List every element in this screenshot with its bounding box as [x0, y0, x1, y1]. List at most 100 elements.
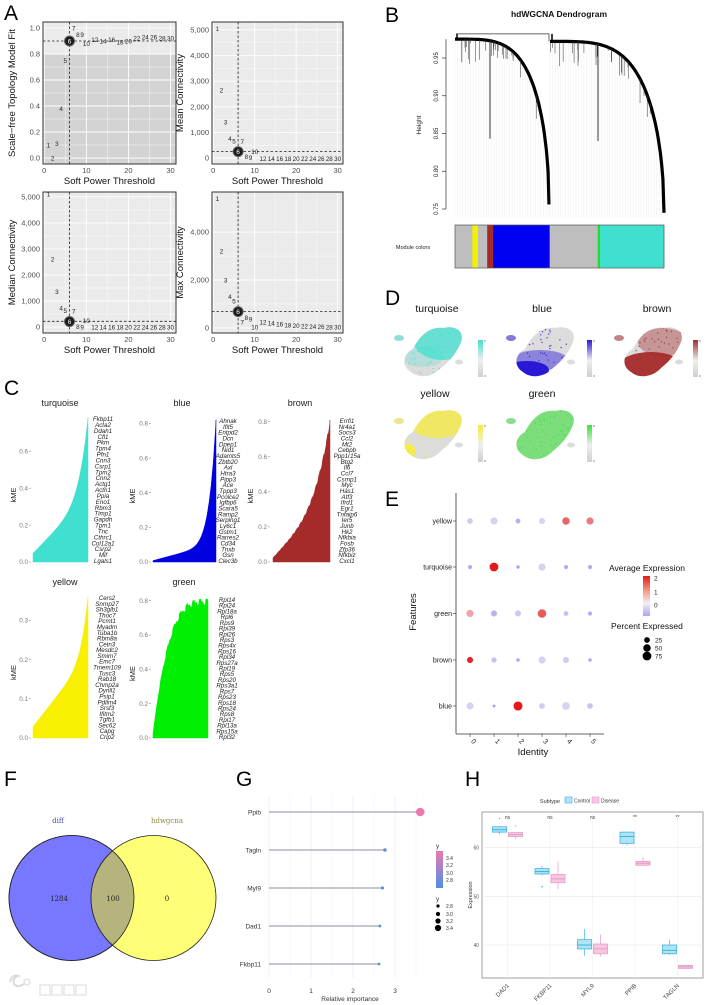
umap-cell-dot	[454, 331, 456, 333]
dot-green-cluster-5	[587, 611, 593, 616]
dot-yellow-cluster-2	[515, 518, 521, 524]
y-tick-label: 0.2	[19, 657, 28, 664]
umap-cell-dot	[424, 351, 426, 354]
kme-plot-brown: brown0.00.20.40.60.8kMEErrfi1Nr4a1Socs3C…	[246, 398, 361, 566]
umap-cell-dot	[430, 361, 432, 363]
umap-cell-dot	[436, 346, 438, 348]
kme-plot-title: turquoise	[41, 398, 78, 408]
power-point-label: 3	[224, 277, 228, 284]
x-axis-title: Soft Power Threshold	[64, 176, 155, 187]
y-tick-label: 3,000	[21, 244, 40, 253]
umap-cell-dot	[421, 421, 424, 424]
y-tick-label: 40	[473, 943, 479, 949]
hub-gene-label: Srsf3	[100, 705, 115, 712]
legend-color-label: 1	[654, 590, 658, 597]
x-tick-label: 3	[393, 988, 397, 995]
legend-key-Control	[564, 796, 573, 804]
selected-power-label: 6	[236, 149, 240, 156]
y-tick-label: 5,000	[190, 25, 209, 34]
power-point-label: 28	[326, 324, 334, 331]
x-axis-title: Identity	[518, 747, 549, 758]
y-tick-label: 0	[205, 323, 209, 332]
umap-cell-dot	[567, 426, 569, 429]
x-axis-title: Relative importance	[321, 996, 379, 1003]
legend-colorbar	[436, 851, 443, 888]
hub-gene-label: Tpm1	[95, 523, 111, 530]
umap-title: turquoise	[415, 303, 458, 315]
x-tick-label: 30	[333, 166, 341, 175]
umap-cell-dot	[450, 333, 453, 335]
box-outlier	[514, 825, 517, 827]
hub-gene-label: Pcolce2	[217, 494, 240, 501]
dot-blue-cluster-1	[492, 704, 496, 708]
plot-border	[42, 191, 177, 334]
power-point-label: 8	[245, 154, 249, 161]
hub-gene-label: Il6	[344, 465, 351, 472]
hub-gene-label: Ifitm2	[99, 711, 115, 718]
hub-gene-label: Zfp36	[338, 546, 355, 553]
hub-gene-label: Rps9	[220, 620, 235, 627]
umap-cell-dot	[428, 436, 430, 438]
power-point-label: 16	[276, 321, 284, 328]
legend-size-label: 3.4	[446, 926, 453, 932]
power-point-label: 7	[72, 309, 76, 316]
y-axis-title: kME	[128, 489, 137, 504]
umap-cell-dot	[646, 353, 649, 356]
umap-cell-dot	[562, 439, 564, 441]
legend-size-dot	[643, 644, 651, 652]
legend-color-title: y	[436, 843, 440, 850]
x-tick-label: 10	[82, 166, 90, 175]
hub-gene-label: Tnfaip6	[337, 511, 358, 518]
importance-lollipop: Ppib Tagln Myl9 Dad1 Fkbp11 0 1 2 3 Relative impo…	[240, 795, 453, 1003]
umap-cell-dot	[546, 418, 548, 420]
hub-gene-label: Ramp2	[218, 511, 239, 518]
feature-label: turquoise	[423, 565, 452, 572]
watermark-glyph	[75, 984, 87, 996]
hub-gene-label: Cers2	[99, 595, 116, 602]
kme-area	[152, 598, 209, 739]
gene-label: Ppib	[248, 810, 261, 817]
power-point-label: 18	[284, 322, 292, 329]
y-tick-label: 0	[36, 323, 40, 332]
umap-cell-dot	[656, 332, 659, 334]
hub-gene-label: Crip2	[100, 734, 115, 741]
umap-cell-dot	[435, 441, 437, 443]
legend-label: Disease	[601, 799, 619, 805]
umap-cell-dot	[543, 420, 545, 422]
hub-gene-label: Rps3	[220, 637, 235, 644]
power-point-label: 26	[150, 34, 158, 41]
umap-cell-dot	[635, 350, 637, 352]
umap-cell-dot	[426, 455, 428, 457]
umap-cell-dot	[424, 453, 426, 455]
hub-gene-label: Pipp3	[220, 476, 236, 483]
y-tick-label: 0.6	[30, 75, 40, 84]
umap-cell-dot	[433, 435, 435, 437]
power-point-label: 3	[224, 119, 228, 126]
umap-cell-dot	[639, 342, 641, 344]
legend-size-title: Percent Expressed	[611, 621, 683, 631]
y-tick-label: 2,000	[190, 276, 209, 285]
y-tick-label: 0.95	[434, 52, 440, 64]
hub-gene-label: Dynll1	[98, 688, 115, 695]
power-point-label: 28	[159, 324, 167, 331]
umap-cell-dot	[535, 373, 537, 375]
y-tick-label: 50	[473, 894, 479, 900]
plot-border	[42, 21, 177, 165]
hub-gene-label: Has1	[340, 488, 354, 495]
power-point-label: 28	[326, 156, 334, 163]
umap-cell-dot	[432, 367, 434, 370]
legend-title: Subtype	[540, 799, 560, 805]
kme-plot-green: green0.00.20.40.60.8kMERpl14Rpl24Rpl18aR…	[128, 577, 238, 742]
dendrogram-panel: hdWGCNA Dendrogram 0.75 0.80 0.85 0.90 0.95 He…	[396, 9, 666, 269]
hub-gene-label: Tpm4	[95, 446, 111, 453]
hub-gene-label: Ahnak	[218, 418, 237, 425]
power-point-label: 1	[216, 26, 220, 33]
umap-colorbar	[693, 340, 698, 377]
umap-cell-dot	[531, 367, 533, 369]
umap-cell-dot	[632, 362, 634, 365]
umap-cell-dot	[559, 410, 562, 412]
power-point-label: 12	[91, 324, 99, 331]
